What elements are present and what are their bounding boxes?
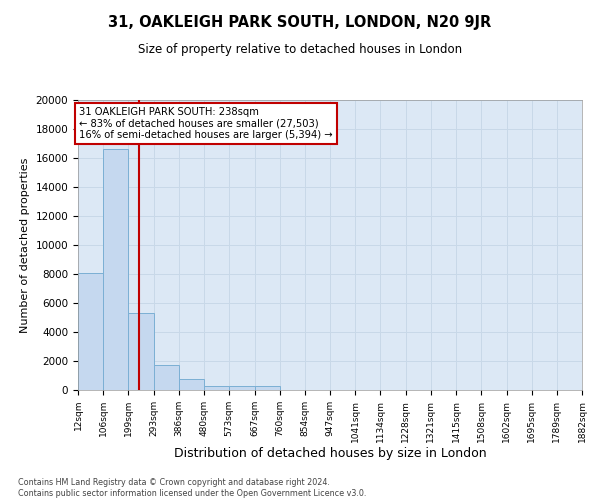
Bar: [154, 364, 179, 390]
Text: 31 OAKLEIGH PARK SOUTH: 238sqm
← 83% of detached houses are smaller (27,503)
16%: 31 OAKLEIGH PARK SOUTH: 238sqm ← 83% of …: [79, 108, 333, 140]
Bar: [103, 150, 128, 390]
X-axis label: Distribution of detached houses by size in London: Distribution of detached houses by size …: [173, 448, 487, 460]
Bar: [229, 386, 254, 390]
Text: 31, OAKLEIGH PARK SOUTH, LONDON, N20 9JR: 31, OAKLEIGH PARK SOUTH, LONDON, N20 9JR: [109, 15, 491, 30]
Bar: [128, 313, 154, 390]
Bar: [179, 379, 204, 390]
Y-axis label: Number of detached properties: Number of detached properties: [20, 158, 30, 332]
Bar: [254, 386, 280, 390]
Text: Size of property relative to detached houses in London: Size of property relative to detached ho…: [138, 42, 462, 56]
Bar: [78, 272, 103, 390]
Text: Contains HM Land Registry data © Crown copyright and database right 2024.
Contai: Contains HM Land Registry data © Crown c…: [18, 478, 367, 498]
Bar: [204, 386, 229, 390]
